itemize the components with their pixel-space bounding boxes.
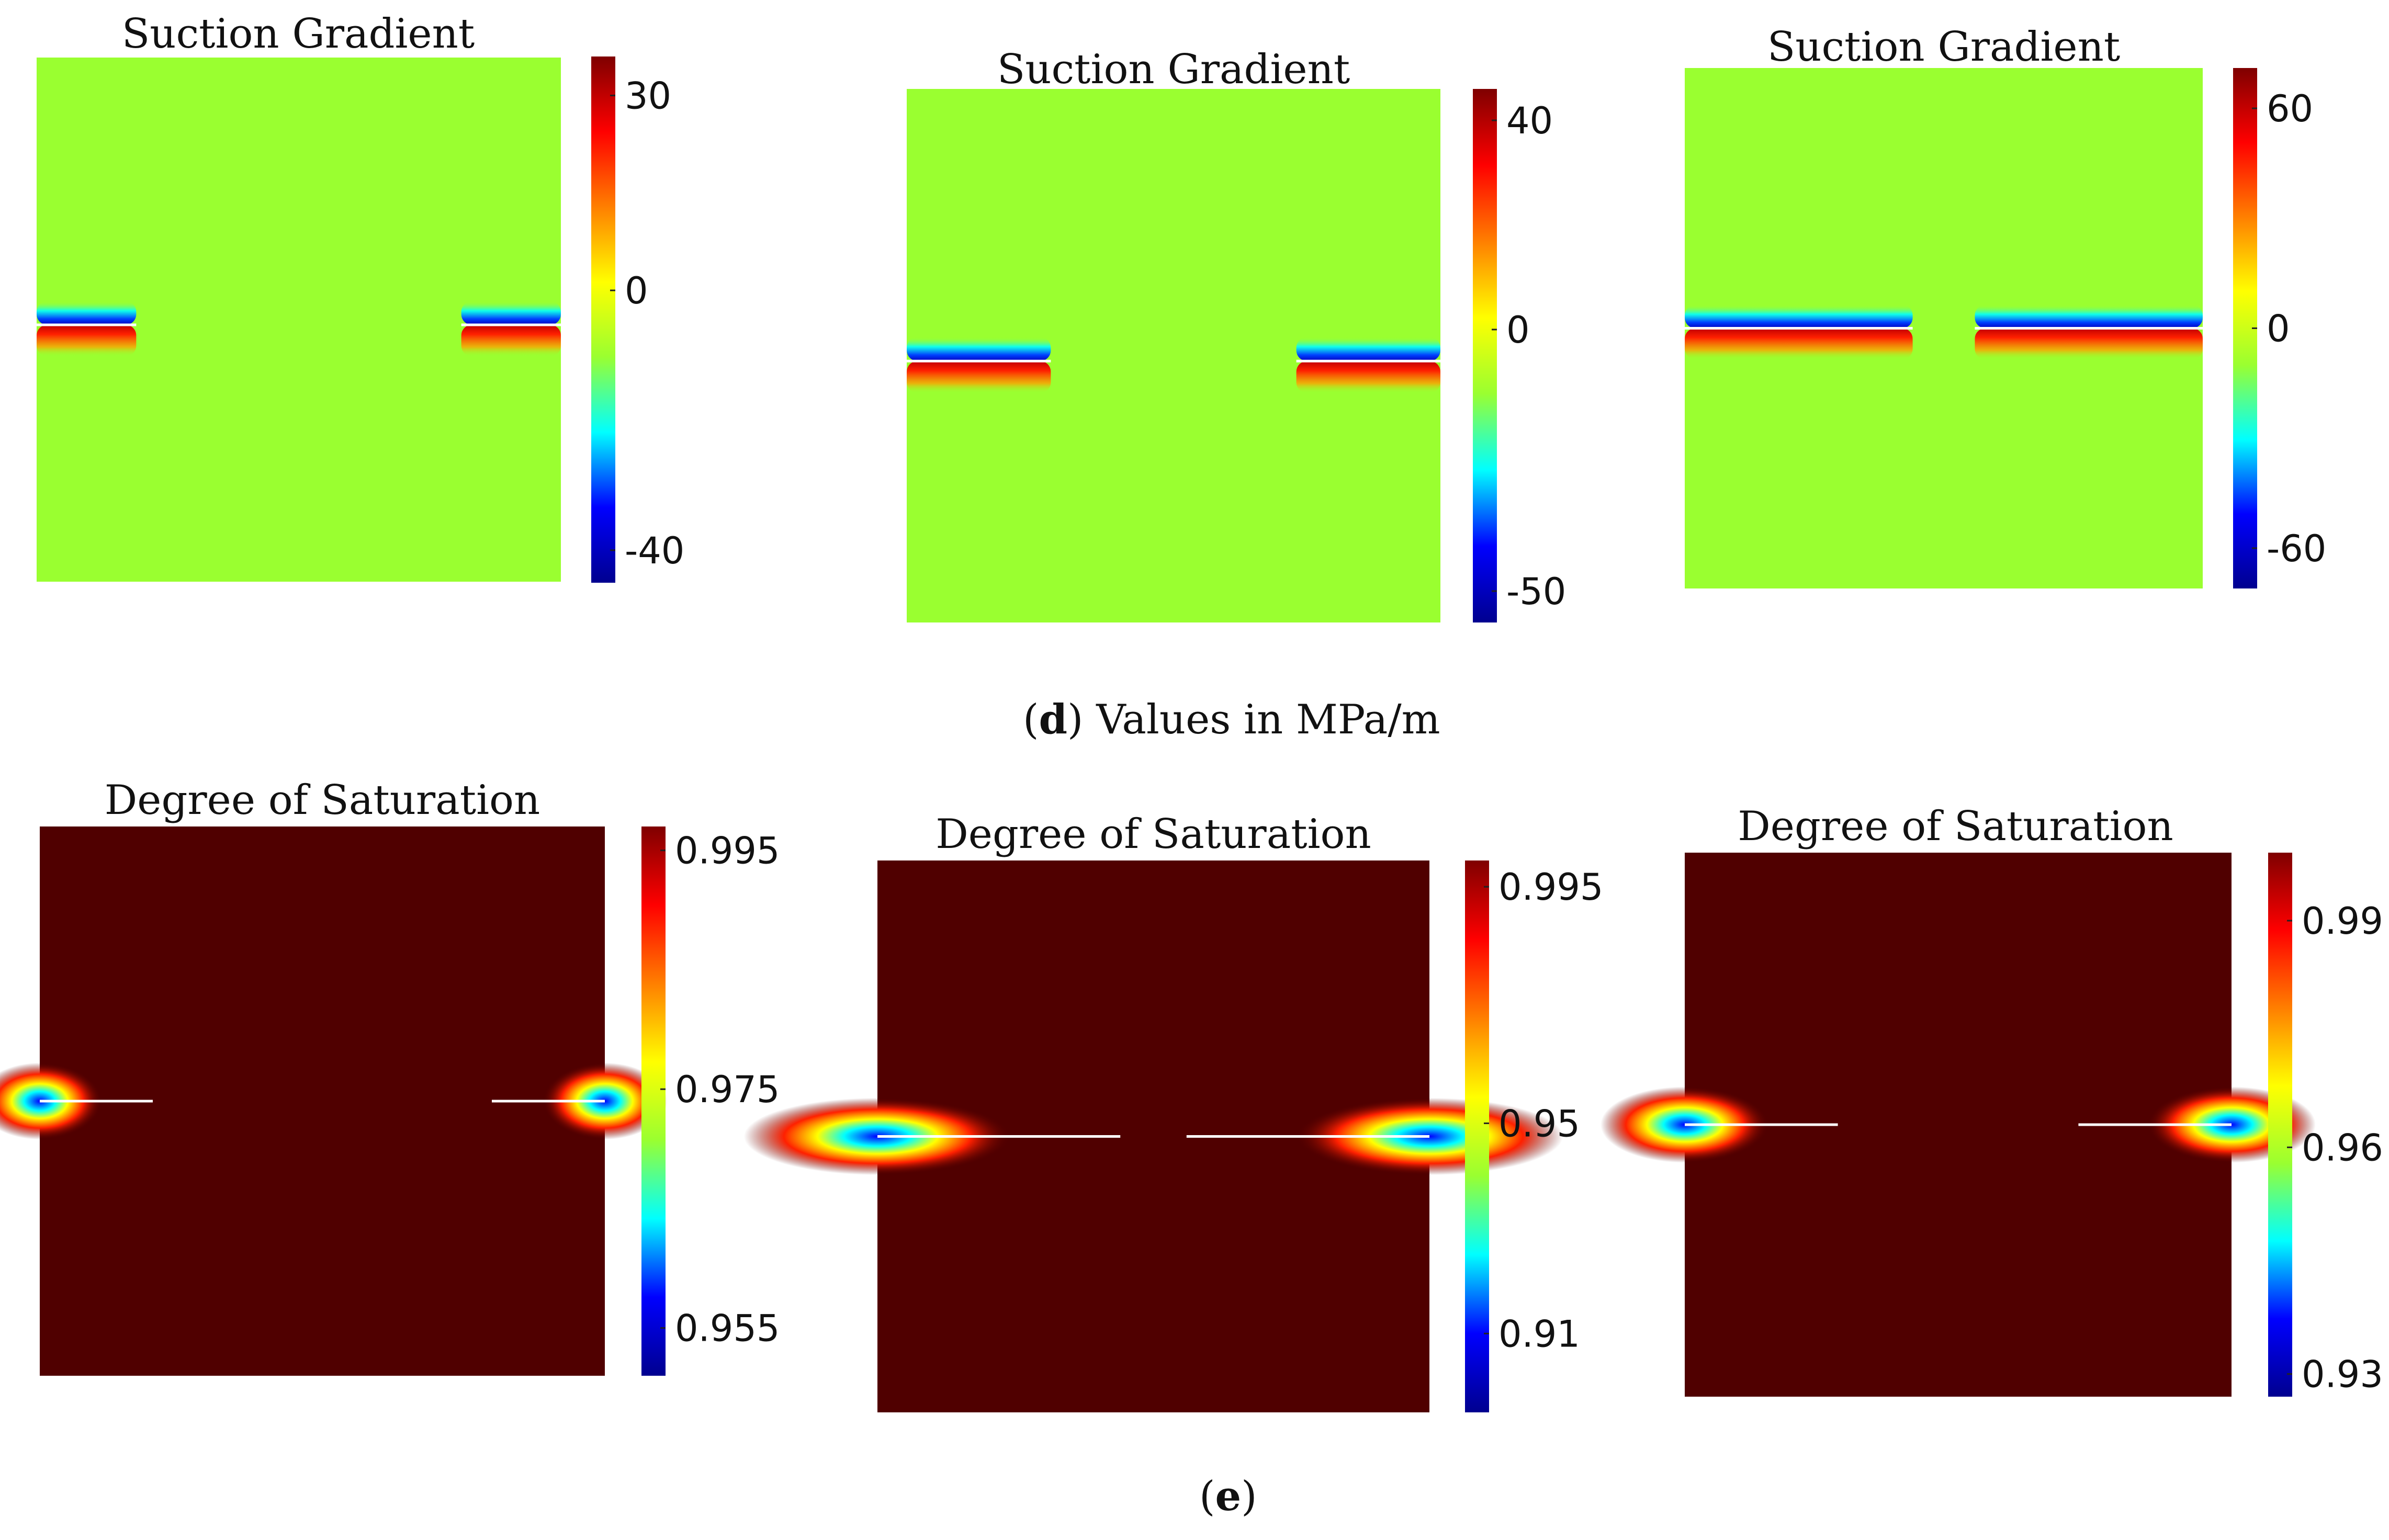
colorbar-tick-label: -40 [625, 529, 684, 572]
colorbar-tick-label: 60 [2267, 87, 2313, 130]
panel-title: Suction Gradient [997, 46, 1350, 93]
colorbar [591, 56, 615, 583]
heatmap-panel: 30 0 -40 [37, 56, 684, 583]
colorbar-tick-label: 0.995 [675, 830, 780, 873]
colorbar-tick-label: 0.995 [1498, 866, 1603, 909]
colorbar-tick-label: 0.93 [2302, 1353, 2383, 1396]
negative-gradient-lobe [907, 337, 1051, 361]
panel-title: Suction Gradient [121, 10, 475, 58]
positive-gradient-lobe [37, 325, 137, 357]
colorbar [1473, 89, 1497, 622]
colorbar [1465, 860, 1489, 1412]
colorbar-tick-label: 0.99 [2302, 900, 2383, 943]
positive-gradient-lobe [461, 325, 561, 357]
negative-gradient-lobe [1296, 337, 1440, 361]
panel-title: Degree of Saturation [1738, 803, 2173, 850]
heatmap-panel: 40 0 -50 [907, 89, 1566, 622]
colorbar-tick-label: 0.96 [2302, 1126, 2383, 1169]
panel-title: Suction Gradient [1767, 24, 2121, 71]
negative-gradient-lobe [1975, 304, 2203, 329]
panel-title: Degree of Saturation [104, 777, 540, 824]
colorbar-tick-label: 0.95 [1498, 1102, 1580, 1145]
heatmap-panel: 60 0 -60 [1685, 68, 2326, 588]
colorbar-tick-label: 0 [2267, 308, 2290, 350]
negative-gradient-lobe [1685, 304, 1913, 329]
panel-title: Degree of Saturation [936, 811, 1371, 858]
colorbar-tick-label: -60 [2267, 527, 2326, 570]
colorbar-tick-label: 0.975 [675, 1068, 780, 1111]
positive-gradient-lobe [1296, 361, 1440, 393]
heatmap-panel: 0.995 0.975 0.955 [0, 826, 780, 1376]
heatmap-panel: 0.99 0.96 0.93 [1601, 853, 2383, 1397]
colorbar-tick-label: 0 [625, 269, 648, 312]
colorbar-tick-label: 0.955 [675, 1307, 780, 1350]
colorbar-tick-label: 0.91 [1498, 1312, 1580, 1355]
caption-d: (d) Values in MPa/m [1023, 696, 1440, 743]
positive-gradient-lobe [907, 361, 1051, 393]
colorbar [2268, 853, 2292, 1397]
caption-e: (e) [1199, 1473, 1257, 1520]
colorbar-tick-label: 0 [1506, 309, 1530, 352]
heatmap-panel: 0.995 0.95 0.91 [743, 860, 1603, 1412]
colorbar-tick-label: -50 [1506, 570, 1566, 613]
colorbar-tick-label: 30 [625, 75, 671, 118]
colorbar-tick-label: 40 [1506, 99, 1553, 142]
negative-gradient-lobe [461, 301, 561, 325]
positive-gradient-lobe [1685, 328, 1913, 360]
colorbar [641, 826, 666, 1376]
positive-gradient-lobe [1975, 328, 2203, 360]
negative-gradient-lobe [37, 301, 137, 325]
